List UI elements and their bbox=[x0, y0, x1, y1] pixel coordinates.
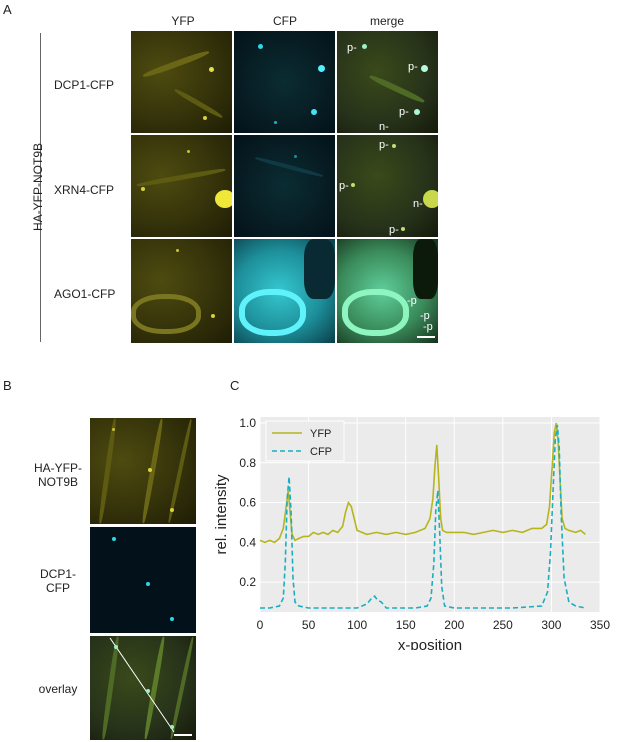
col-header-yfp: YFP bbox=[171, 14, 195, 28]
annotation-n: n- bbox=[379, 121, 389, 133]
panel-b-label-cfp: DCP1- CFP bbox=[39, 567, 76, 595]
x-tick-label: 50 bbox=[302, 618, 316, 632]
x-tick-label: 200 bbox=[444, 618, 464, 632]
x-axis-label: x-position bbox=[398, 637, 462, 650]
panel-a-letter: A bbox=[3, 2, 12, 17]
y-tick-label: 0.6 bbox=[239, 496, 256, 510]
image-xrn4-merge: p- p- n- p- bbox=[337, 135, 438, 237]
legend-box bbox=[265, 420, 345, 462]
y-axis-label: rel. intensity bbox=[213, 474, 230, 555]
col-header-cfp: CFP bbox=[273, 14, 297, 28]
row-label-xrn4: XRN4-CFP bbox=[54, 183, 115, 197]
scale-bar bbox=[174, 734, 192, 736]
annotation-p: p- bbox=[389, 224, 399, 236]
row-label-dcp1: DCP1-CFP bbox=[54, 78, 115, 92]
line-profile-marker bbox=[109, 637, 175, 733]
side-label-construct: HA-YFP-NOT9B bbox=[31, 143, 45, 232]
intensity-profile-chart: 0 50 100 150 200 250 300 350 0.2 0.4 0.6 0.8 1.0 x-po… bbox=[213, 416, 610, 650]
x-tick-label: 350 bbox=[590, 618, 610, 632]
series-line-cfp bbox=[260, 424, 586, 609]
legend-label-cfp: CFP bbox=[310, 446, 332, 458]
image-xrn4-cfp bbox=[234, 135, 335, 237]
image-b-yfp bbox=[90, 418, 196, 524]
x-tick-label: 100 bbox=[347, 618, 367, 632]
row-label-ago1: AGO1-CFP bbox=[54, 287, 116, 301]
annotation-p: p- bbox=[399, 106, 409, 118]
annotation-p: -p bbox=[420, 310, 430, 322]
series-line-yfp bbox=[259, 422, 586, 544]
x-tick-label: 300 bbox=[541, 618, 561, 632]
image-dcp1-cfp bbox=[234, 31, 335, 133]
scale-bar bbox=[417, 336, 435, 338]
annotation-p: p- bbox=[347, 42, 357, 54]
annotation-p: -p bbox=[423, 321, 433, 333]
y-tick-label: 0.2 bbox=[239, 575, 256, 589]
annotation-n: n- bbox=[413, 198, 423, 210]
legend-label-yfp: YFP bbox=[310, 428, 331, 440]
image-dcp1-merge: p- p- p- n- bbox=[337, 31, 438, 133]
x-tick-label: 0 bbox=[257, 618, 264, 632]
y-tick-label: 1.0 bbox=[239, 416, 256, 430]
image-b-overlay bbox=[90, 636, 196, 740]
y-tick-label: 0.8 bbox=[239, 456, 256, 470]
annotation-p: -p bbox=[407, 295, 417, 307]
x-tick-label: 150 bbox=[396, 618, 416, 632]
col-header-merge: merge bbox=[369, 14, 404, 28]
row-bracket-line bbox=[40, 33, 41, 342]
annotation-p: p- bbox=[379, 139, 389, 151]
panel-c-letter: C bbox=[230, 378, 240, 393]
panel-b-letter: B bbox=[3, 378, 12, 393]
image-ago1-merge: -p -p -p bbox=[337, 239, 438, 343]
y-tick-label: 0.4 bbox=[239, 535, 256, 549]
image-ago1-yfp bbox=[131, 239, 232, 343]
image-ago1-cfp bbox=[234, 239, 335, 343]
annotation-p: p- bbox=[408, 61, 418, 73]
panel-b-label-yfp: HA-YFP- NOT9B bbox=[34, 461, 82, 489]
x-tick-label: 250 bbox=[493, 618, 513, 632]
image-dcp1-yfp bbox=[131, 31, 232, 133]
image-xrn4-yfp bbox=[131, 135, 232, 237]
panel-b-label-overlay: overlay bbox=[38, 682, 78, 696]
image-b-cfp bbox=[90, 527, 196, 633]
annotation-p: p- bbox=[339, 180, 349, 192]
